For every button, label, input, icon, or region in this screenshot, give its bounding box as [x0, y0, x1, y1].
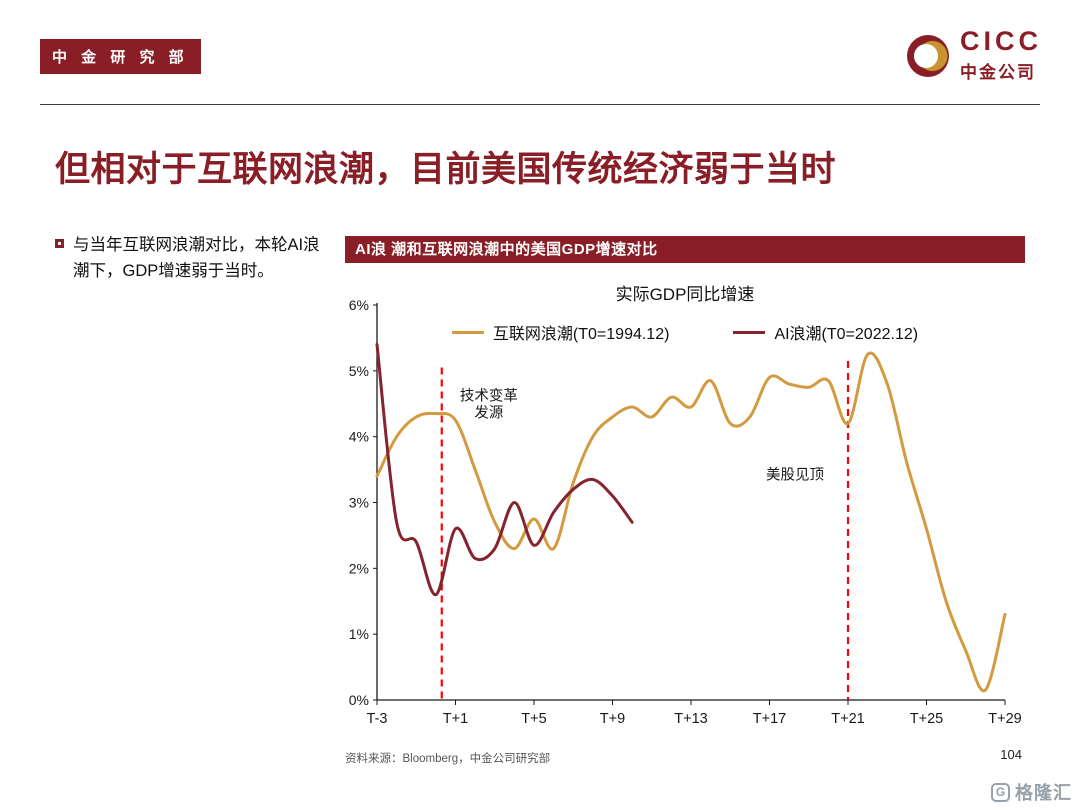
bullet-point: 与当年互联网浪潮对比，本轮AI浪潮下，GDP增速弱于当时。: [55, 233, 327, 284]
gelonghui-watermark: G 格隆汇: [991, 779, 1072, 805]
chart-legend: 互联网浪潮(T0=1994.12) AI浪潮(T0=2022.12): [345, 320, 1025, 344]
bullet-marker-icon: [55, 239, 64, 248]
cicc-logo: CICC 中金公司: [905, 28, 1042, 83]
chart-panel: AI浪 潮和互联网浪潮中的美国GDP增速对比 0% 1% 2% 3% 4% 5% 6% T-3…: [345, 236, 1025, 742]
legend-label-internet: 互联网浪潮(T0=1994.12): [492, 326, 670, 343]
svg-text:T+29: T+29: [988, 711, 1021, 727]
svg-text:T+5: T+5: [521, 711, 546, 727]
svg-text:T+1: T+1: [443, 711, 468, 727]
svg-text:6%: 6%: [349, 297, 369, 313]
cicc-logo-text-block: CICC 中金公司: [960, 28, 1042, 83]
svg-text:美股见顶: 美股见顶: [766, 466, 824, 483]
svg-text:5%: 5%: [349, 363, 369, 379]
svg-text:T+25: T+25: [910, 711, 943, 727]
svg-text:T+13: T+13: [674, 711, 707, 727]
svg-text:T-3: T-3: [367, 711, 388, 727]
gelonghui-logo-icon: G: [991, 782, 1010, 802]
svg-text:T+21: T+21: [831, 711, 864, 727]
bullet-text: 与当年互联网浪潮对比，本轮AI浪潮下，GDP增速弱于当时。: [73, 236, 320, 280]
legend-item-ai: AI浪潮(T0=2022.12): [733, 320, 918, 344]
svg-text:1%: 1%: [349, 626, 369, 642]
source-note: 资料来源：Bloomberg，中金公司研究部: [345, 753, 551, 765]
svg-text:T+9: T+9: [600, 711, 625, 727]
gelonghui-brand-text: 格隆汇: [1015, 783, 1072, 803]
gdp-comparison-chart: 0% 1% 2% 3% 4% 5% 6% T-3 T+1 T+5 T+9 T+13 T+17 T+21 T+…: [349, 297, 1022, 727]
logo-company-text: 中金公司: [960, 63, 1036, 82]
svg-text:技术变革发源: 技术变革发源: [460, 387, 518, 421]
svg-text:3%: 3%: [349, 495, 369, 511]
page-title: 但相对于互联网浪潮，目前美国传统经济弱于当时: [55, 150, 837, 189]
svg-text:4%: 4%: [349, 429, 369, 445]
legend-item-internet: 互联网浪潮(T0=1994.12): [451, 320, 670, 344]
legend-label-ai: AI浪潮(T0=2022.12): [774, 326, 919, 343]
svg-text:2%: 2%: [349, 560, 369, 576]
cicc-logo-icon: [907, 34, 949, 77]
chart-subtitle: 实际GDP同比增速: [615, 285, 755, 304]
header-divider: [40, 104, 1040, 105]
svg-text:T+17: T+17: [753, 711, 786, 727]
research-dept-badge: 中 金 研 究 部: [40, 39, 201, 74]
legend-swatch-ai: [733, 330, 766, 334]
page-number: 104: [1000, 747, 1022, 762]
legend-swatch-internet: [451, 330, 484, 334]
logo-cicc-text: CICC: [960, 26, 1042, 56]
svg-text:0%: 0%: [349, 692, 369, 708]
chart-panel-title: AI浪 潮和互联网浪潮中的美国GDP增速对比: [345, 236, 1025, 263]
